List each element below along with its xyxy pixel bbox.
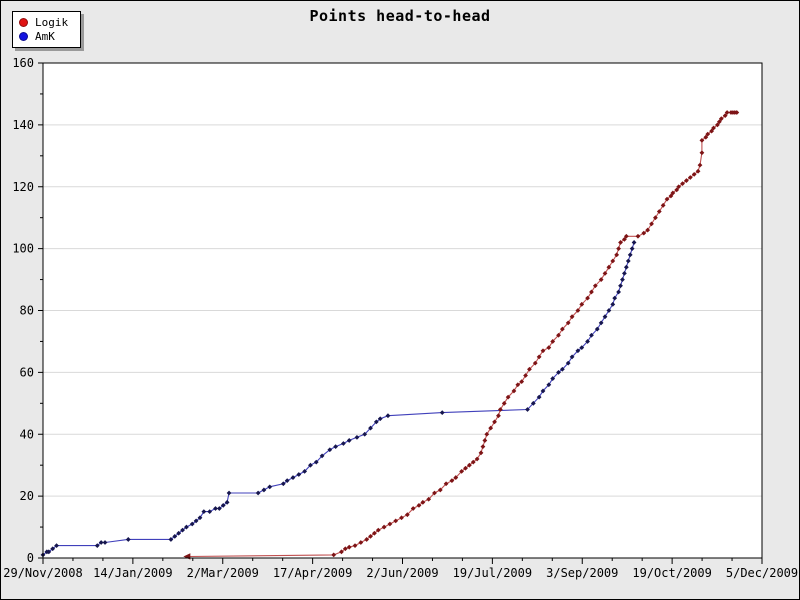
x-tick-label: 19/Jul/2009 xyxy=(453,566,532,580)
x-tick-label: 2/Mar/2009 xyxy=(187,566,259,580)
y-tick-label: 120 xyxy=(12,180,34,194)
y-tick-label: 0 xyxy=(27,551,34,565)
amk-series-marker-icon xyxy=(19,31,28,41)
legend-item-amk: AmK xyxy=(19,29,68,43)
legend-label-logik: Logik xyxy=(35,15,69,29)
x-tick-label: 19/Oct/2009 xyxy=(632,566,711,580)
legend-label-amk: AmK xyxy=(35,29,55,43)
chart-title: Points head-to-head xyxy=(309,7,491,25)
y-tick-label: 80 xyxy=(20,304,34,318)
x-tick-label: 3/Sep/2009 xyxy=(546,566,618,580)
logik-series-marker-icon xyxy=(19,17,28,27)
y-tick-label: 40 xyxy=(20,427,34,441)
y-tick-label: 20 xyxy=(20,489,34,503)
y-tick-label: 100 xyxy=(12,242,34,256)
x-tick-label: 2/Jun/2009 xyxy=(366,566,438,580)
legend-box: Logik AmK xyxy=(12,11,82,48)
legend-item-logik: Logik xyxy=(19,15,68,29)
x-tick-label: 17/Apr/2009 xyxy=(273,566,352,580)
x-tick-label: 14/Jan/2009 xyxy=(93,566,172,580)
y-tick-label: 140 xyxy=(12,118,34,132)
x-tick-label: 5/Dec/2009 xyxy=(726,566,798,580)
x-tick-label: 29/Nov/2008 xyxy=(3,566,82,580)
y-tick-label: 160 xyxy=(12,56,34,70)
series-markers-logik xyxy=(183,110,740,560)
y-tick-label: 60 xyxy=(20,365,34,379)
